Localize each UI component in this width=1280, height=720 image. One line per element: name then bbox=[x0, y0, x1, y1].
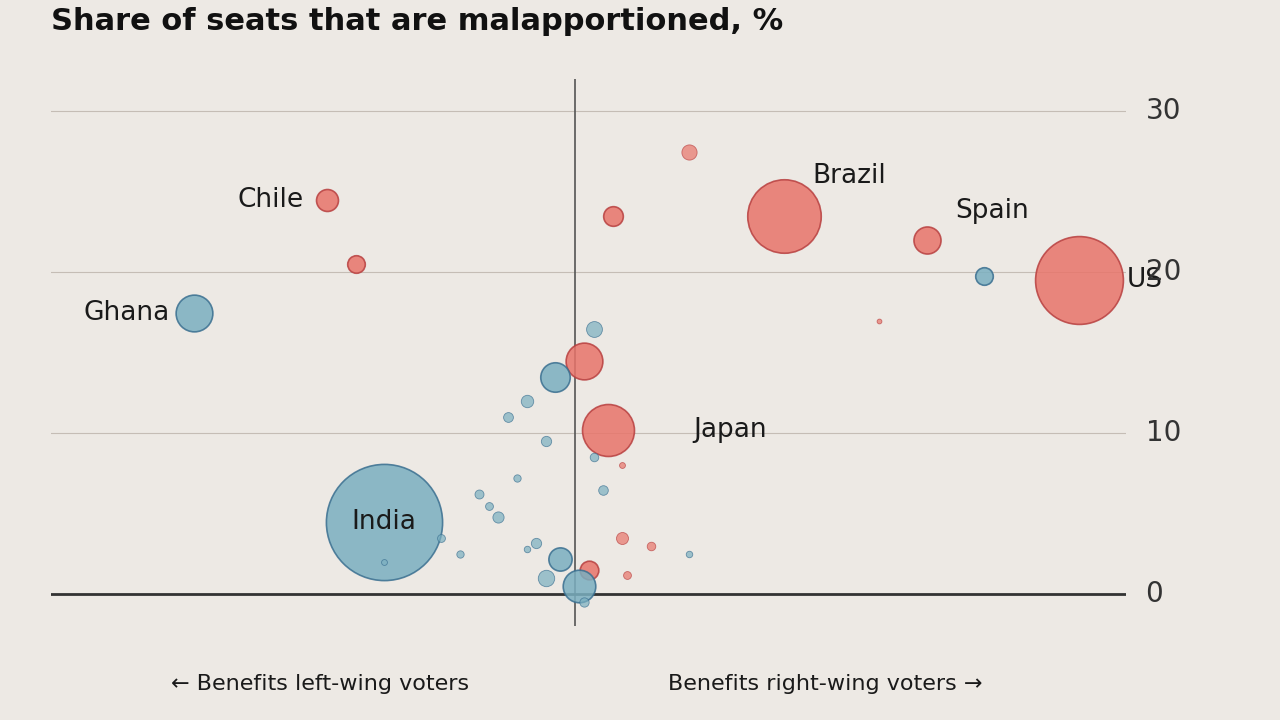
Text: 0: 0 bbox=[1146, 580, 1164, 608]
Point bbox=[678, 548, 699, 559]
Point bbox=[603, 210, 623, 222]
Point bbox=[517, 544, 538, 555]
Point bbox=[570, 580, 590, 592]
Point bbox=[640, 540, 660, 552]
Text: Chile: Chile bbox=[237, 187, 303, 213]
Point bbox=[317, 194, 338, 206]
Point bbox=[479, 500, 499, 511]
Point bbox=[536, 436, 557, 447]
Point bbox=[916, 235, 937, 246]
Point bbox=[612, 532, 632, 544]
Point bbox=[612, 459, 632, 471]
Text: 30: 30 bbox=[1146, 97, 1181, 125]
Point bbox=[470, 489, 490, 500]
Point bbox=[869, 315, 890, 326]
Point bbox=[184, 307, 205, 318]
Point bbox=[598, 424, 618, 436]
Point bbox=[573, 596, 594, 608]
Point bbox=[545, 372, 566, 383]
Text: 10: 10 bbox=[1146, 419, 1181, 447]
Point bbox=[526, 537, 547, 549]
Text: 20: 20 bbox=[1146, 258, 1181, 287]
Point bbox=[973, 270, 993, 282]
Point bbox=[593, 484, 613, 495]
Text: Japan: Japan bbox=[694, 417, 767, 443]
Text: Spain: Spain bbox=[955, 198, 1029, 224]
Text: Share of seats that are malapportioned, %: Share of seats that are malapportioned, … bbox=[51, 7, 783, 36]
Point bbox=[584, 323, 604, 334]
Point bbox=[517, 395, 538, 407]
Text: India: India bbox=[352, 509, 417, 535]
Point bbox=[617, 569, 637, 580]
Point bbox=[573, 355, 594, 366]
Point bbox=[773, 210, 794, 222]
Text: Brazil: Brazil bbox=[813, 163, 886, 189]
Point bbox=[346, 258, 366, 270]
Point bbox=[678, 146, 699, 158]
Point bbox=[451, 548, 471, 559]
Point bbox=[536, 572, 557, 584]
Point bbox=[579, 564, 599, 576]
Point bbox=[374, 557, 394, 568]
Text: Benefits right-wing voters →: Benefits right-wing voters → bbox=[668, 674, 983, 694]
Point bbox=[498, 411, 518, 423]
Point bbox=[507, 472, 527, 484]
Point bbox=[584, 451, 604, 463]
Point bbox=[374, 516, 394, 528]
Point bbox=[1069, 274, 1089, 286]
Text: US: US bbox=[1126, 267, 1162, 293]
Point bbox=[550, 553, 571, 564]
Point bbox=[488, 511, 508, 523]
Text: ← Benefits left-wing voters: ← Benefits left-wing voters bbox=[172, 674, 468, 694]
Point bbox=[431, 532, 452, 544]
Text: Ghana: Ghana bbox=[84, 300, 170, 325]
